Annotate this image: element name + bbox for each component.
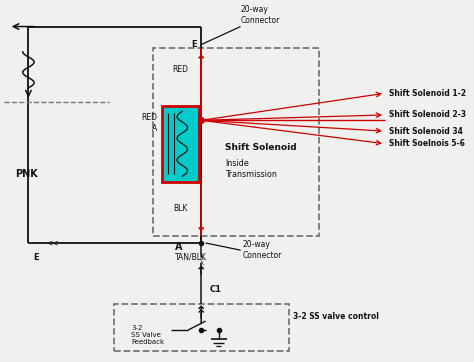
- Text: 3-2 SS valve control: 3-2 SS valve control: [293, 312, 379, 320]
- Text: E: E: [33, 253, 38, 262]
- Bar: [162, 106, 199, 182]
- Text: 3-2
SS Valve
Feedback: 3-2 SS Valve Feedback: [131, 325, 164, 345]
- Text: RED: RED: [172, 65, 188, 74]
- Text: 20-way
Connector: 20-way Connector: [241, 5, 280, 25]
- Text: 20-way
Connector: 20-way Connector: [243, 240, 282, 260]
- Text: Shift Solenoid: Shift Solenoid: [225, 143, 297, 152]
- Text: Shift Soelnois 5-6: Shift Soelnois 5-6: [389, 139, 465, 148]
- Text: E: E: [191, 40, 197, 49]
- Text: >>: >>: [198, 253, 204, 265]
- Text: Inside
Transmission: Inside Transmission: [225, 159, 277, 179]
- Text: TAN/BLK: TAN/BLK: [175, 253, 207, 262]
- Text: <<: <<: [46, 239, 58, 248]
- Text: Shift Solenoid 1-2: Shift Solenoid 1-2: [389, 89, 466, 98]
- Text: C1: C1: [210, 285, 222, 294]
- Text: BLK: BLK: [173, 204, 188, 213]
- Bar: [114, 304, 289, 351]
- Text: Shift Solenoid 2-3: Shift Solenoid 2-3: [389, 110, 466, 119]
- Text: RED
A: RED A: [141, 113, 157, 132]
- Bar: [153, 48, 319, 236]
- Text: A: A: [175, 241, 182, 252]
- Text: Shift Solenoid 34: Shift Solenoid 34: [389, 127, 463, 136]
- Text: PNK: PNK: [15, 169, 38, 180]
- Bar: [162, 106, 199, 182]
